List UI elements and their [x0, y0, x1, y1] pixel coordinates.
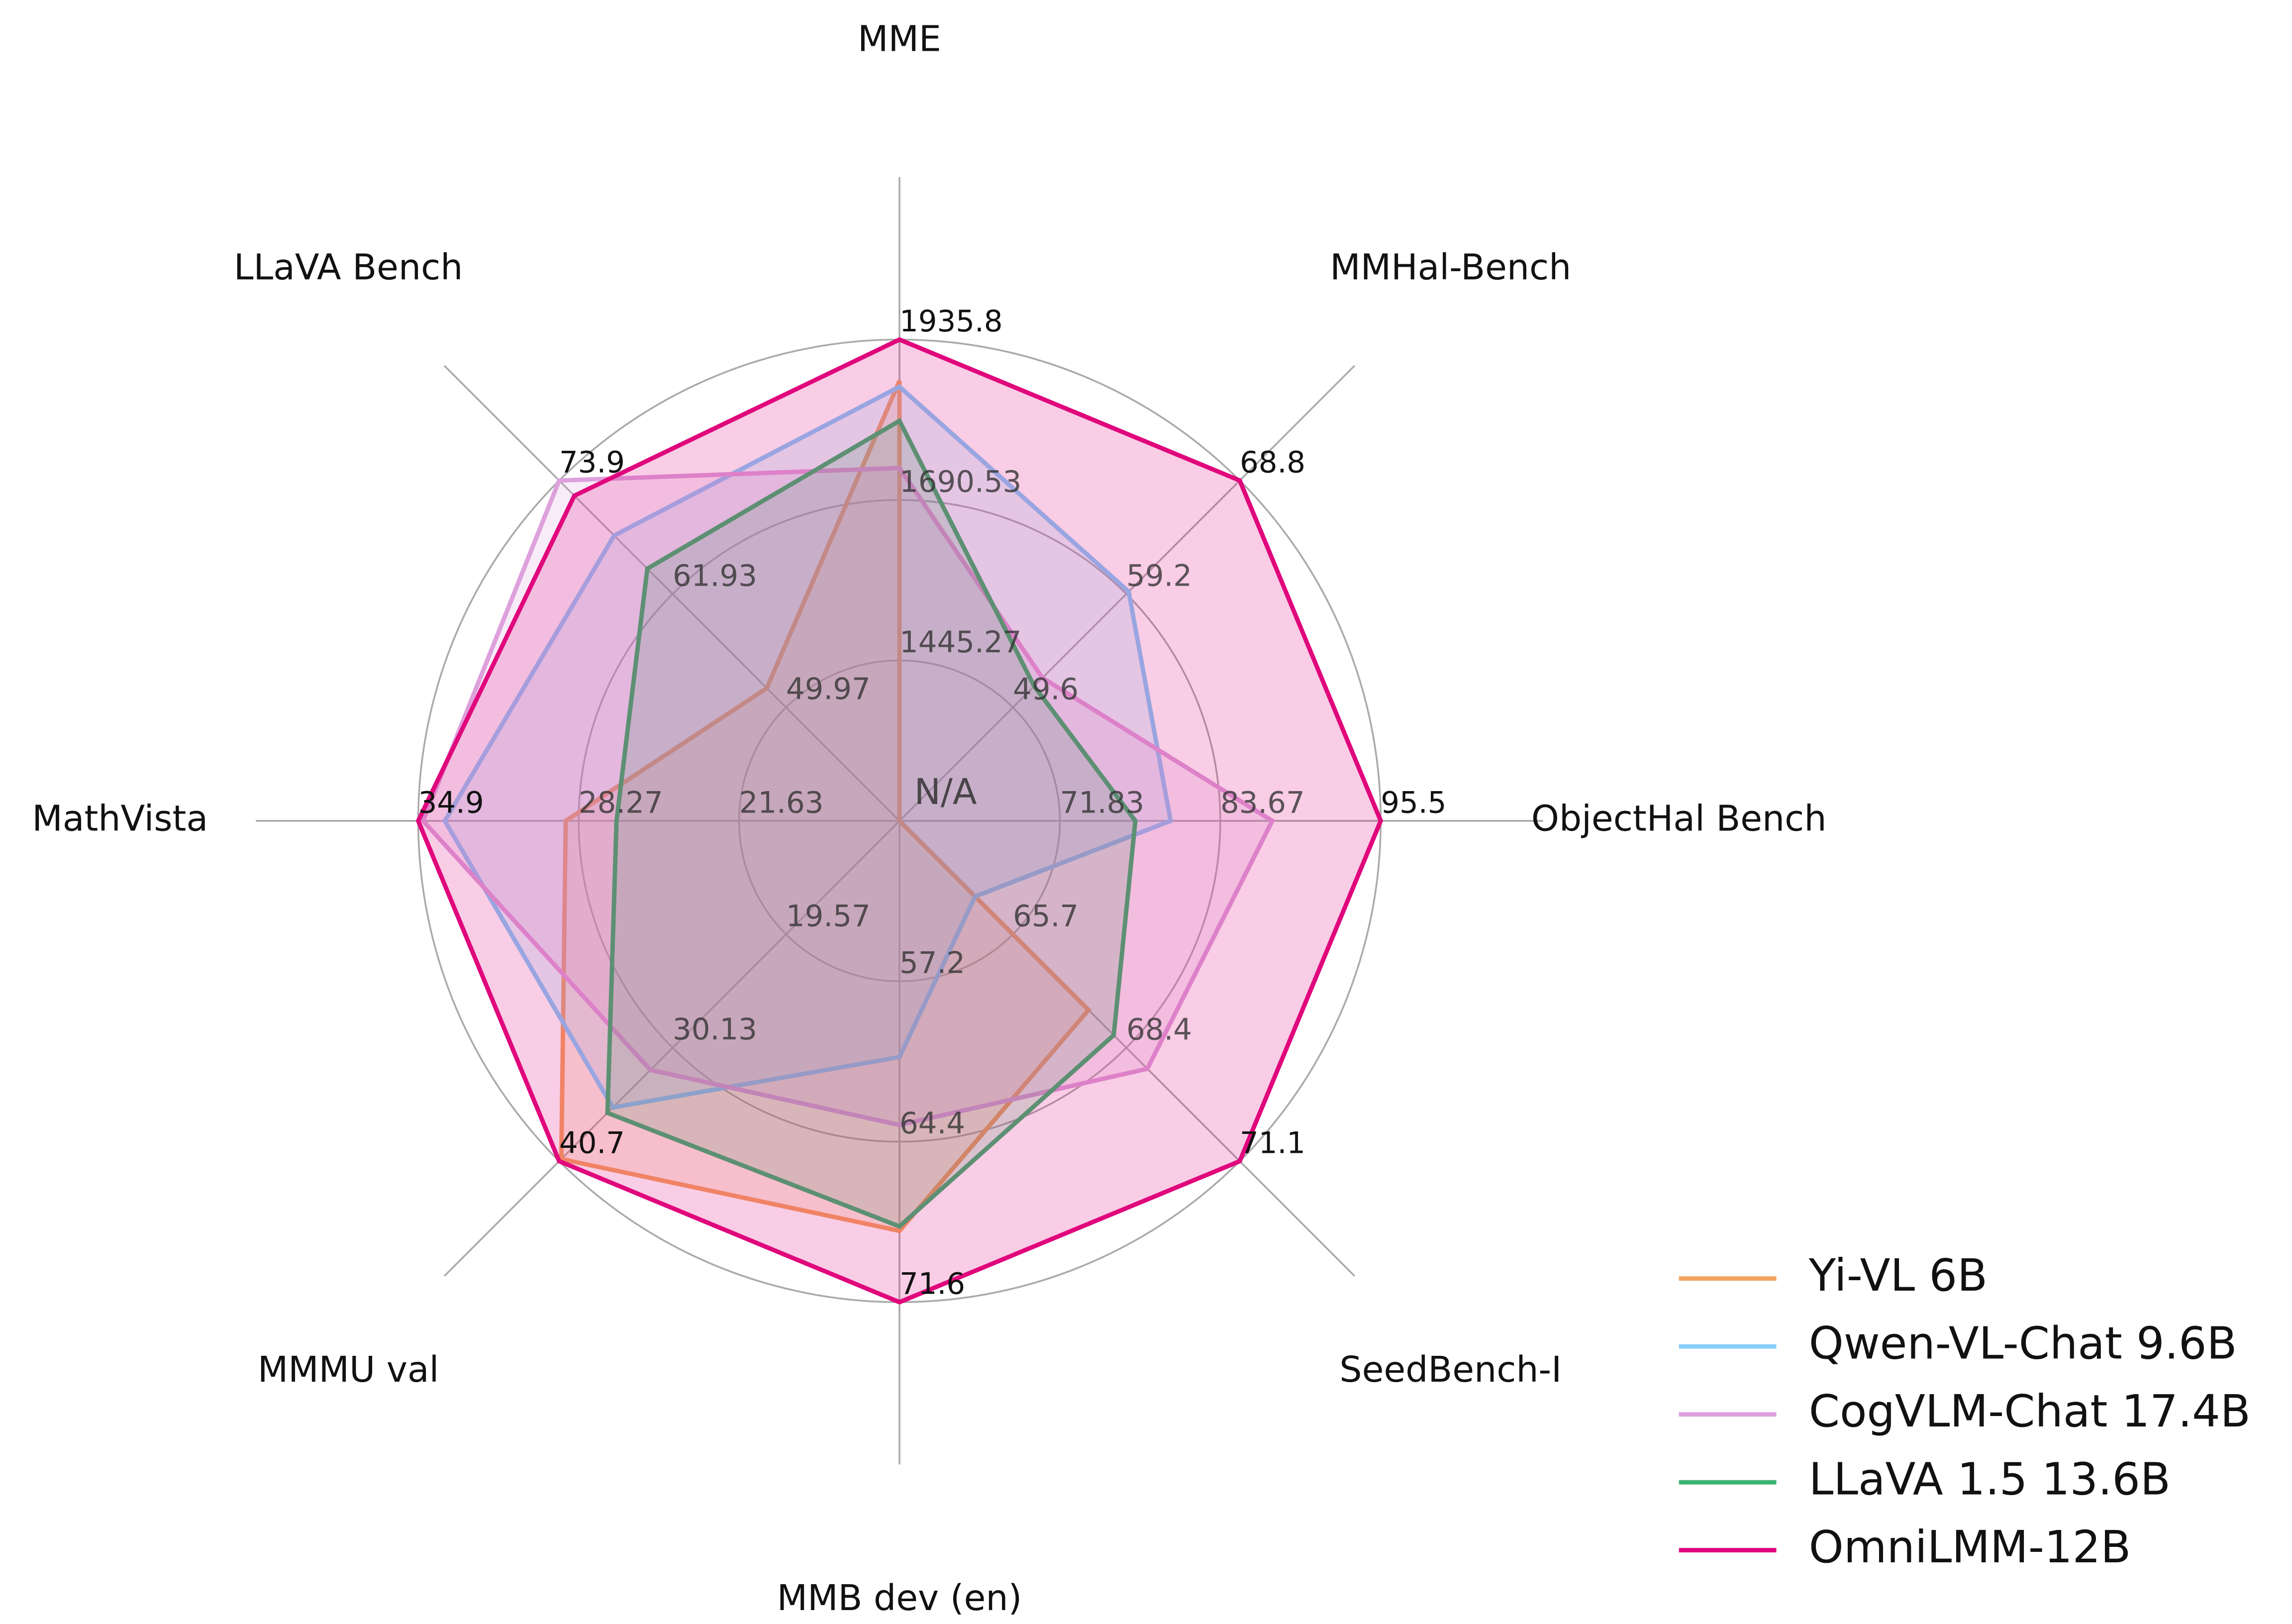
legend-label: Yi-VL 6B [1808, 1249, 1988, 1301]
tick-label: 59.2 [1126, 558, 1192, 593]
tick-label: 95.5 [1381, 785, 1446, 819]
axis-label: MME [858, 18, 941, 60]
tick-label: 83.67 [1220, 785, 1305, 819]
tick-label: 64.4 [899, 1106, 965, 1140]
tick-label: 57.2 [899, 946, 965, 980]
legend-label: CogVLM-Chat 17.4B [1809, 1385, 2251, 1437]
axis-label: MMMU val [258, 1349, 439, 1390]
tick-label: 71.6 [899, 1267, 965, 1301]
legend-label: Qwen-VL-Chat 9.6B [1809, 1318, 2237, 1369]
tick-label: 73.9 [559, 445, 625, 479]
tick-label: 28.27 [579, 785, 663, 819]
tick-label: 30.13 [673, 1012, 757, 1046]
tick-label: 68.8 [1240, 445, 1305, 479]
axis-label: LLaVA Bench [234, 246, 463, 288]
tick-label: 1445.27 [899, 625, 1021, 659]
tick-label: 1690.53 [899, 464, 1021, 499]
tick-label: 19.57 [786, 899, 871, 933]
tick-label: 65.7 [1013, 899, 1079, 933]
tick-label: 68.4 [1126, 1012, 1192, 1046]
tick-label: 71.1 [1240, 1125, 1305, 1160]
tick-label: 34.9 [418, 785, 484, 819]
series-area [559, 380, 1092, 1233]
tick-label: 1935.8 [899, 304, 1003, 338]
tick-label: 71.83 [1060, 785, 1144, 819]
axis-label: MMHal-Bench [1330, 246, 1571, 288]
axis-label: MMB dev (en) [777, 1577, 1022, 1619]
axis-label: SeedBench-I [1339, 1349, 1562, 1390]
tick-label: 49.6 [1013, 672, 1079, 706]
series-area [442, 384, 1173, 1110]
axis-label: MathVista [32, 798, 208, 839]
axis-line [443, 365, 900, 822]
legend-label: LLaVA 1.5 13.6B [1809, 1453, 2171, 1505]
series-area [605, 417, 1138, 1229]
center-label: N/A [914, 771, 977, 812]
tick-label: 49.97 [786, 672, 871, 706]
tick-label: 61.93 [673, 558, 757, 593]
tick-label: 40.7 [559, 1125, 625, 1160]
legend-label: OmniLMM-12B [1809, 1521, 2131, 1573]
series-area [415, 337, 1384, 1305]
series-area [420, 466, 1276, 1127]
axis-label: ObjectHal Bench [1531, 798, 1827, 839]
tick-label: 21.63 [739, 785, 824, 819]
axis-line [443, 820, 900, 1277]
